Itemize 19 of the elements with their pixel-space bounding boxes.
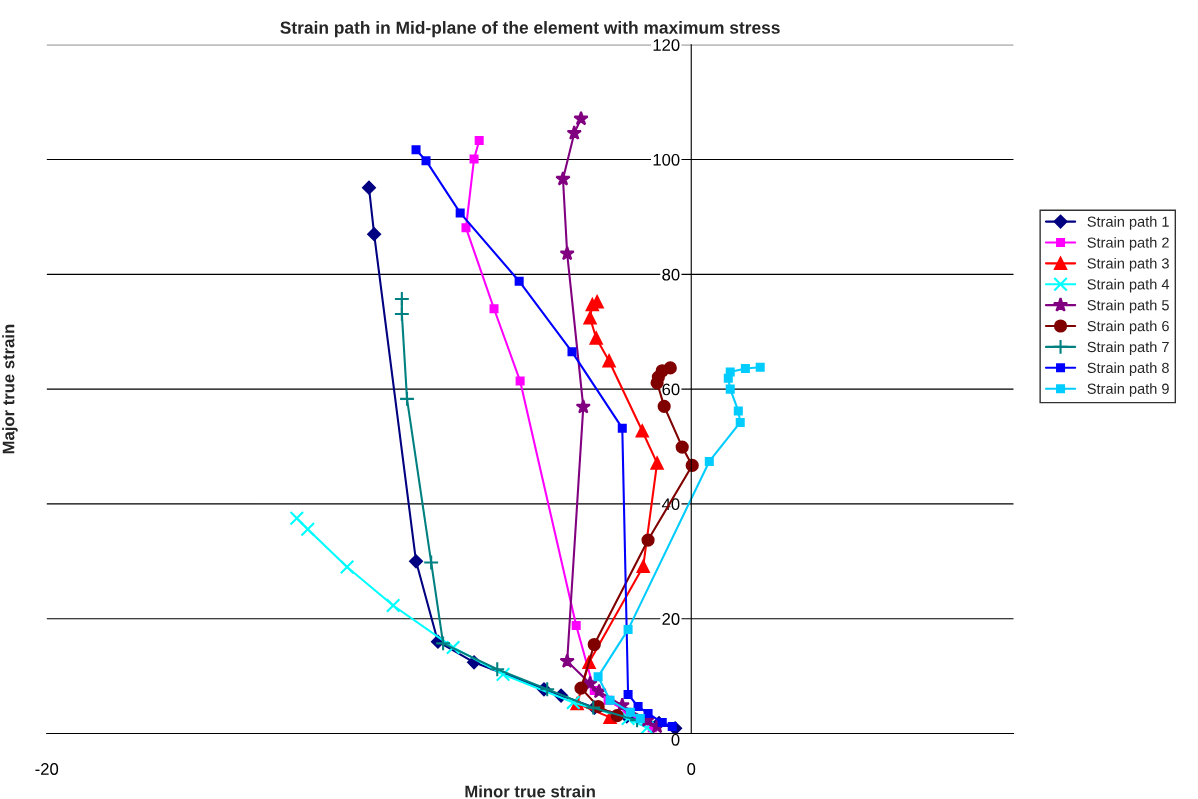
y-axis-title: Major true strain: [2, 324, 18, 454]
legend-label: Strain path 5: [1087, 299, 1169, 314]
x-tick-label: -20: [35, 763, 59, 775]
y-tick-label: 0: [671, 733, 680, 746]
legend-label: Strain path 9: [1087, 383, 1169, 397]
legend-label: Strain path 1: [1087, 216, 1169, 230]
legend-label: Strain path 3: [1087, 257, 1169, 272]
legend-label: Strain path 8: [1087, 362, 1169, 376]
legend-label: Strain path 7: [1087, 341, 1169, 356]
chart-title: Strain path in Mid-plane of the element with maximum stress: [280, 21, 780, 38]
y-tick-label: 120: [653, 39, 680, 51]
legend-label: Strain path 4: [1087, 278, 1170, 293]
y-tick-label: 100: [653, 153, 680, 166]
legend-label: Strain path 6: [1087, 320, 1169, 335]
y-tick-label: 80: [662, 268, 680, 281]
legend-label: Strain path 2: [1087, 237, 1169, 251]
x-axis-title: Minor true strain: [465, 785, 595, 798]
y-tick-label: 60: [662, 383, 680, 396]
y-tick-label: 20: [662, 613, 680, 625]
